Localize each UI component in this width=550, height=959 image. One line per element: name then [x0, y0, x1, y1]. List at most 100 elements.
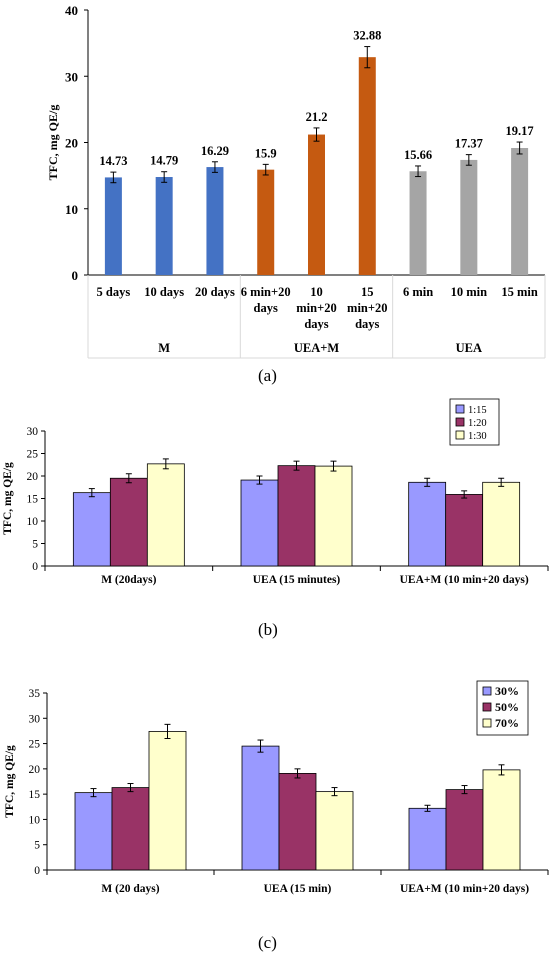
y-tick-label: 10	[29, 814, 41, 826]
y-tick-label: 10	[27, 516, 39, 528]
x-tick-label: 15	[361, 285, 374, 299]
bar	[155, 177, 173, 275]
chart-c: 0 5 10 15 20 25 30 35 TFC, mg QE/g M (20 days) UEA…	[4, 680, 549, 895]
x-tick-label: 20 days	[195, 285, 235, 299]
error-bar	[257, 739, 264, 753]
y-tick-label: 15	[29, 789, 41, 801]
caption-b: (b)	[258, 620, 278, 639]
y-axis-label: TFC, mg QE/g	[46, 105, 60, 181]
error-bar	[498, 477, 505, 487]
legend-label: 30%	[495, 684, 519, 698]
bar	[72, 492, 111, 567]
bar	[111, 787, 150, 871]
error-bar	[127, 783, 134, 793]
bar	[241, 745, 280, 871]
bar	[409, 171, 427, 275]
error-bar	[211, 161, 218, 173]
y-tick-label: 0	[34, 865, 40, 877]
error-bar	[516, 141, 523, 155]
bar	[257, 169, 275, 275]
y-axis-label: TFC, mg QE/g	[2, 462, 14, 535]
y-tick-label: 30	[29, 713, 41, 725]
y-tick-label: 0	[72, 268, 79, 283]
x-tick-label: UEA (15 minutes)	[253, 574, 341, 586]
y-tick-label: 10	[65, 202, 78, 217]
bar	[148, 731, 187, 871]
legend-swatch	[482, 702, 492, 712]
data-label: 17.37	[455, 137, 483, 151]
bar	[445, 789, 484, 871]
bar	[278, 773, 317, 871]
legend-label: 1:20	[468, 418, 487, 429]
bar	[460, 159, 478, 275]
group-label: UEA	[456, 341, 482, 355]
y-tick-label: 40	[65, 3, 78, 18]
error-bar	[90, 788, 97, 798]
y-tick-label: 25	[27, 449, 39, 461]
y-tick-label: 25	[29, 739, 41, 751]
x-tick-label: 6 min+20	[241, 285, 291, 299]
bar	[482, 481, 521, 567]
bar	[104, 177, 122, 275]
bar	[277, 465, 316, 567]
group-label: M	[158, 341, 170, 355]
bar	[445, 494, 484, 567]
data-label: 16.29	[201, 144, 229, 158]
bar	[315, 791, 354, 871]
x-tick-label: days	[355, 317, 379, 331]
caption-c: (c)	[258, 933, 277, 952]
error-bar	[162, 458, 169, 470]
x-tick-label: 10 days	[144, 285, 184, 299]
error-bar	[331, 787, 338, 797]
y-tick-label: 0	[32, 561, 38, 573]
legend-label: 1:15	[468, 405, 487, 416]
error-bar	[465, 154, 472, 166]
error-bar	[125, 473, 132, 484]
legend-swatch	[455, 417, 465, 427]
data-label: 32.88	[353, 29, 381, 43]
legend-label: 1:30	[468, 431, 487, 442]
x-tick-label: 10	[310, 285, 323, 299]
bar	[109, 477, 148, 567]
error-bar	[461, 785, 468, 795]
legend-label: 70%	[495, 716, 519, 730]
error-bar	[313, 127, 320, 142]
legend-swatch	[455, 404, 465, 414]
y-tick-label: 15	[27, 494, 39, 506]
y-tick-label: 5	[34, 840, 40, 852]
error-bar	[424, 477, 431, 487]
error-bar	[161, 171, 168, 183]
legend-swatch	[482, 686, 492, 696]
error-bar	[256, 475, 263, 485]
data-label: 19.17	[506, 124, 534, 138]
x-tick-label: min+20	[347, 301, 387, 315]
error-bar	[88, 488, 95, 498]
error-bar	[424, 804, 431, 812]
y-tick-label: 5	[32, 539, 38, 551]
bar	[308, 134, 325, 275]
bar	[314, 465, 353, 567]
data-label: 14.79	[150, 154, 178, 168]
x-tick-label: 10 min	[451, 285, 488, 299]
y-tick-label: 30	[65, 69, 78, 84]
error-bar	[262, 163, 269, 176]
y-tick-label: 20	[27, 471, 39, 483]
bar	[240, 479, 279, 567]
caption-a: (a)	[258, 366, 277, 385]
error-bar	[293, 460, 300, 471]
bar	[206, 167, 224, 275]
x-tick-label: UEA (15 min)	[264, 883, 332, 895]
y-tick-label: 35	[29, 688, 41, 700]
y-tick-label: 20	[29, 764, 41, 776]
error-bar	[164, 723, 171, 740]
y-axis-label: TFC, mg QE/g	[4, 745, 16, 818]
legend-swatch	[455, 430, 465, 440]
x-tick-label: days	[254, 301, 278, 315]
data-label: 21.2	[306, 110, 328, 124]
legend-swatch	[482, 718, 492, 728]
y-tick-label: 20	[65, 136, 78, 151]
x-tick-label: UEA+M (10 min+20 days)	[400, 883, 529, 895]
error-bar	[461, 490, 468, 499]
bar	[358, 57, 376, 275]
bar	[74, 792, 113, 871]
